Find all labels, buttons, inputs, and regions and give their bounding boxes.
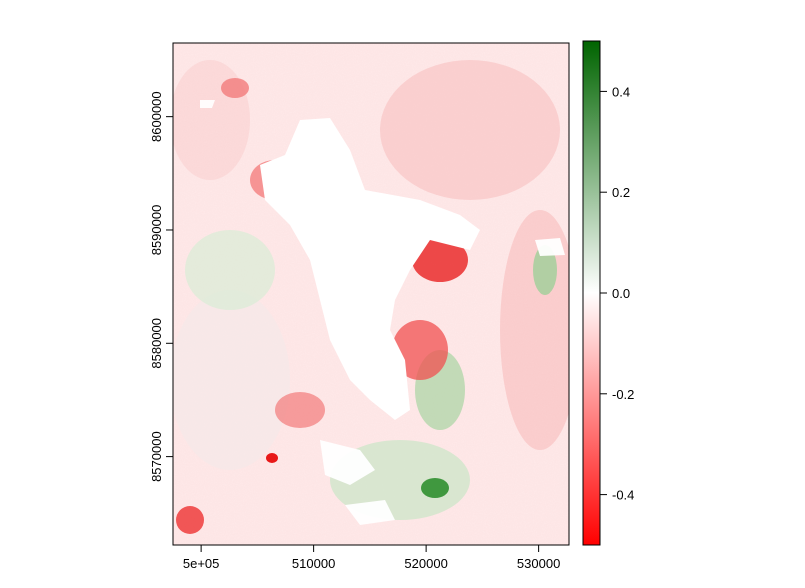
colorbar-tick-label: 0.0	[612, 286, 630, 301]
colorbar-legend: 0.4 0.2 0.0 -0.2 -0.4	[582, 40, 634, 546]
colorbar-tick-label: 0.4	[612, 84, 630, 99]
y-tick-label: 8580000	[149, 318, 164, 369]
colorbar-tick-label: -0.4	[612, 488, 634, 503]
colorbar-tick-label: 0.2	[612, 185, 630, 200]
y-tick-label: 8570000	[149, 431, 164, 482]
y-axis: 8570000 8580000 8590000 8600000	[149, 43, 174, 545]
x-tick-label: 520000	[404, 556, 447, 571]
x-tick-label: 510000	[292, 556, 335, 571]
colorbar-ticks: 0.4 0.2 0.0 -0.2 -0.4	[600, 84, 634, 503]
y-tick-label: 8590000	[149, 205, 164, 256]
x-tick-label: 5e+05	[183, 556, 220, 571]
colorbar-tick-label: -0.2	[612, 387, 634, 402]
x-tick-label: 530000	[517, 556, 560, 571]
x-axis: 5e+05 510000 520000 530000	[173, 544, 569, 571]
colorbar-ramp	[582, 40, 601, 546]
y-tick-label: 8600000	[149, 91, 164, 142]
raster-image	[173, 43, 569, 545]
